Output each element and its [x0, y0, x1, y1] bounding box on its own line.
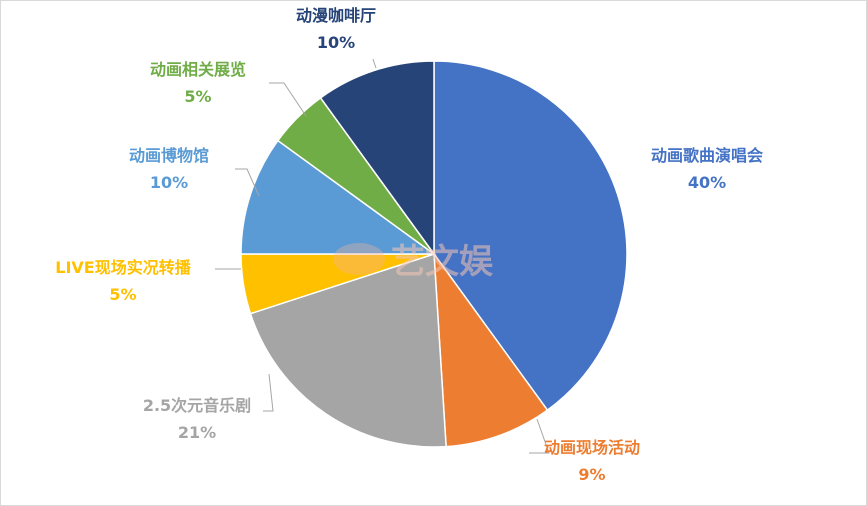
leader-line: [235, 168, 260, 197]
slice-label: 动漫咖啡厅: [296, 6, 376, 25]
slice-percent-label: 10%: [317, 33, 355, 52]
pie-slice: [249, 252, 447, 448]
slice-percent-label: 5%: [109, 285, 136, 304]
leader-line: [269, 82, 307, 117]
slice-percent-label: 21%: [178, 423, 216, 442]
slice-label: 2.5次元音乐剧: [143, 396, 251, 415]
slice-percent-label: 40%: [688, 173, 726, 192]
slice-label: 动画博物馆: [129, 146, 209, 165]
pie-slice: [319, 60, 435, 257]
slice-percent-label: 5%: [184, 87, 211, 106]
data-labels: 动画歌曲演唱会 40% 动画现场活动 9% 2.5次元音乐剧 21% LIVE现场实况转播 5…: [55, 6, 763, 484]
slice-percent-label: 9%: [578, 465, 605, 484]
watermark: 艺文娱: [333, 242, 493, 282]
watermark-text: 艺文娱: [391, 242, 493, 282]
leader-line: [263, 373, 274, 412]
slice-label: 动画现场活动: [544, 438, 640, 457]
leader-line: [529, 418, 550, 454]
pie-slice: [240, 139, 437, 255]
leader-line: [372, 58, 377, 69]
pie-slices: [240, 60, 628, 448]
pie-slice: [433, 251, 549, 448]
slice-label: 动画歌曲演唱会: [651, 146, 763, 165]
slice-label: LIVE现场实况转播: [55, 258, 191, 277]
slice-label: 动画相关展览: [150, 60, 246, 79]
leader-lines: [215, 58, 550, 454]
pie-slice: [433, 60, 628, 412]
slice-percent-label: 10%: [150, 173, 188, 192]
watermark-logo-icon: [333, 243, 385, 275]
